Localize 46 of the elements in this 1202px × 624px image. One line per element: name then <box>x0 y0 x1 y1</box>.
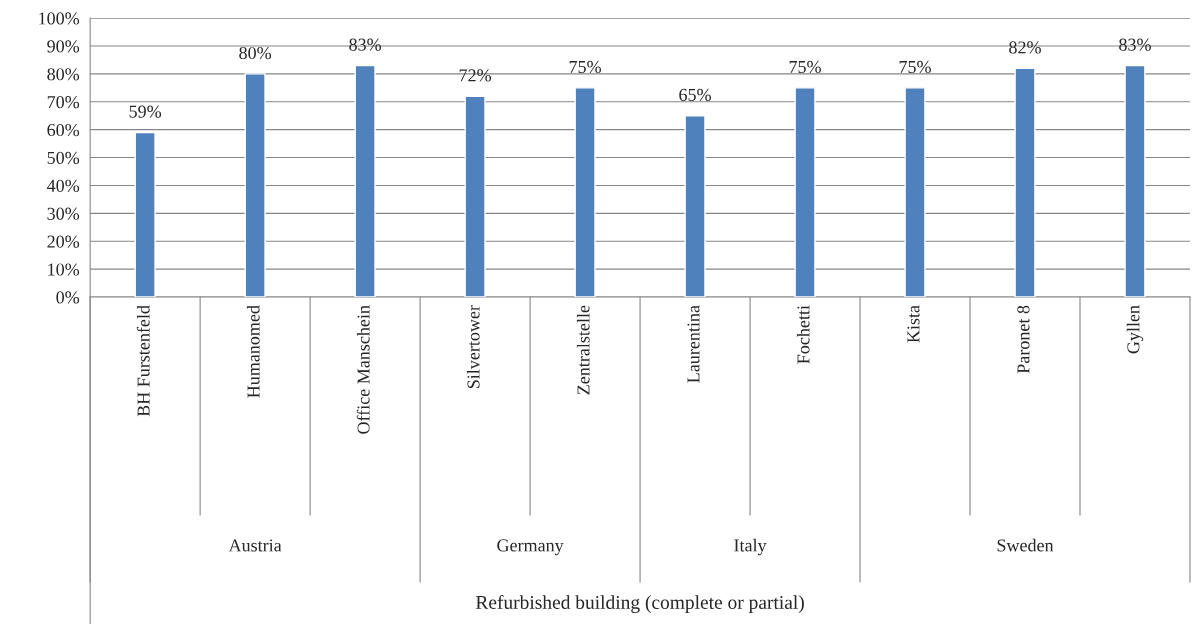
y-tick-label: 80% <box>47 68 80 81</box>
x-tick-label: Paronet 8 <box>1017 305 1030 374</box>
y-tick-label: 90% <box>47 40 80 53</box>
x-tick-label: Humanomed <box>246 305 260 398</box>
x-tick-label: Gyllen <box>1126 305 1144 354</box>
data-label: 83% <box>349 38 382 51</box>
bar <box>794 87 816 298</box>
data-label: 75% <box>789 60 821 74</box>
x-tick-label: Laurentina <box>687 305 700 383</box>
text: Italy <box>734 538 767 556</box>
data-label: 82% <box>1009 41 1041 54</box>
x-tick-label: Zentralstelle <box>576 305 590 395</box>
x-tick-label: Fochetti <box>796 305 810 364</box>
y-tick-label: 0% <box>56 291 80 304</box>
text: Germany <box>497 539 564 556</box>
data-label: 75% <box>899 60 931 74</box>
y-tick-label: 40% <box>46 179 80 192</box>
bar <box>1014 67 1036 298</box>
bar <box>134 131 156 298</box>
y-tick-label: 30% <box>47 207 80 220</box>
bar <box>1124 64 1146 298</box>
bar <box>684 115 706 298</box>
y-tick-label: 20% <box>47 235 80 248</box>
data-label: 59% <box>129 105 162 118</box>
bar <box>354 64 376 298</box>
y-tick-label: 10% <box>48 263 80 276</box>
data-label: 75% <box>569 60 602 74</box>
bar <box>464 95 486 298</box>
y-tick-label: 100% <box>39 12 80 25</box>
x-tick-label: Office Manschein <box>356 305 370 434</box>
bar <box>904 87 926 298</box>
data-label: 65% <box>679 88 711 101</box>
data-label: 83% <box>1119 38 1151 51</box>
bar <box>574 87 596 298</box>
bar <box>244 73 266 298</box>
y-tick-label: 50% <box>47 151 80 165</box>
y-tick-label: 70% <box>47 96 80 109</box>
x-tick-label: Silvertower <box>466 305 480 389</box>
data-label: 72% <box>459 69 492 82</box>
text: Refurbished building (complete or partial) <box>475 595 804 613</box>
y-tick-label: 60% <box>47 123 80 137</box>
data-label: 80% <box>239 46 272 60</box>
text: Austria <box>228 539 282 552</box>
x-tick-label: BH Furstenfeld <box>136 305 150 417</box>
text: Sweden <box>997 538 1054 552</box>
x-tick-label: Kista <box>907 305 920 343</box>
